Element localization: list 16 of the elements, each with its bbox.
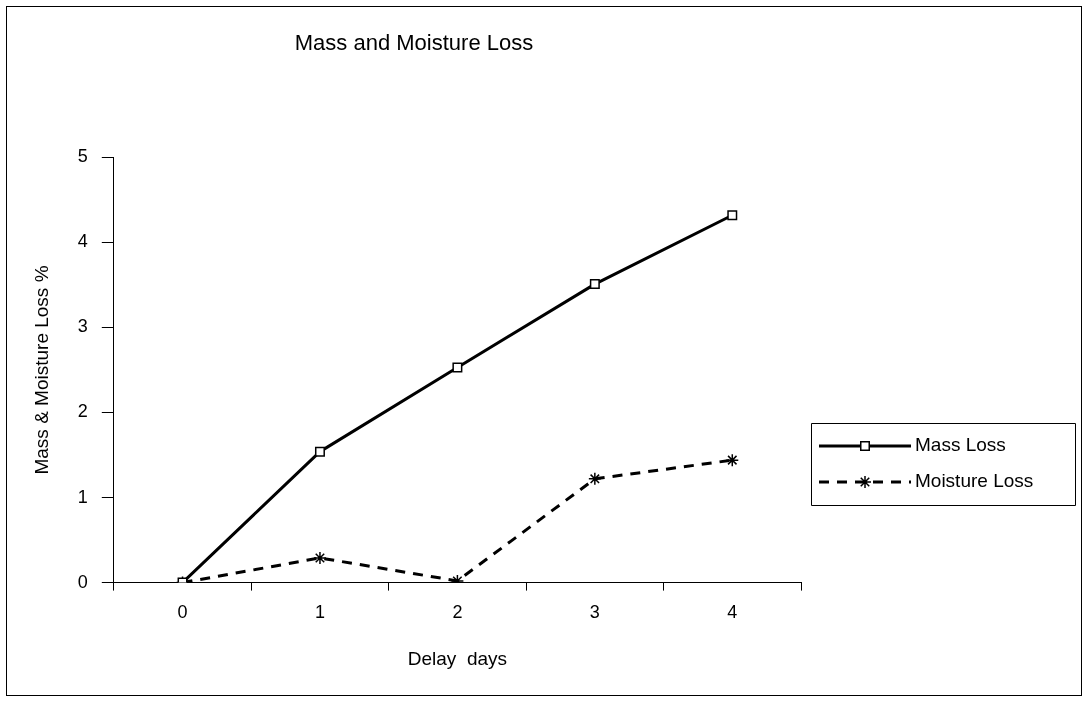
- y-tick-label: 1: [77, 486, 88, 507]
- legend-label: Moisture Loss: [915, 470, 1034, 492]
- x-tick-label: 2: [452, 602, 463, 623]
- y-tick-label: 3: [77, 316, 88, 337]
- y-tick-label: 4: [77, 231, 88, 252]
- x-tick-label: 1: [314, 602, 325, 623]
- legend-label: Mass Loss: [915, 434, 1006, 456]
- x-tick-label: 4: [727, 602, 738, 623]
- x-tick-label: 0: [177, 602, 188, 623]
- y-tick-label: 5: [77, 146, 88, 167]
- x-tick-label: 3: [589, 602, 600, 623]
- x-axis-title: Delay days: [407, 647, 508, 669]
- y-tick-label: 0: [77, 571, 88, 592]
- y-tick-label: 2: [77, 401, 88, 422]
- y-axis-title: Mass & Moisture Loss %: [30, 265, 52, 475]
- chart-title: Mass and Moisture Loss: [294, 30, 534, 56]
